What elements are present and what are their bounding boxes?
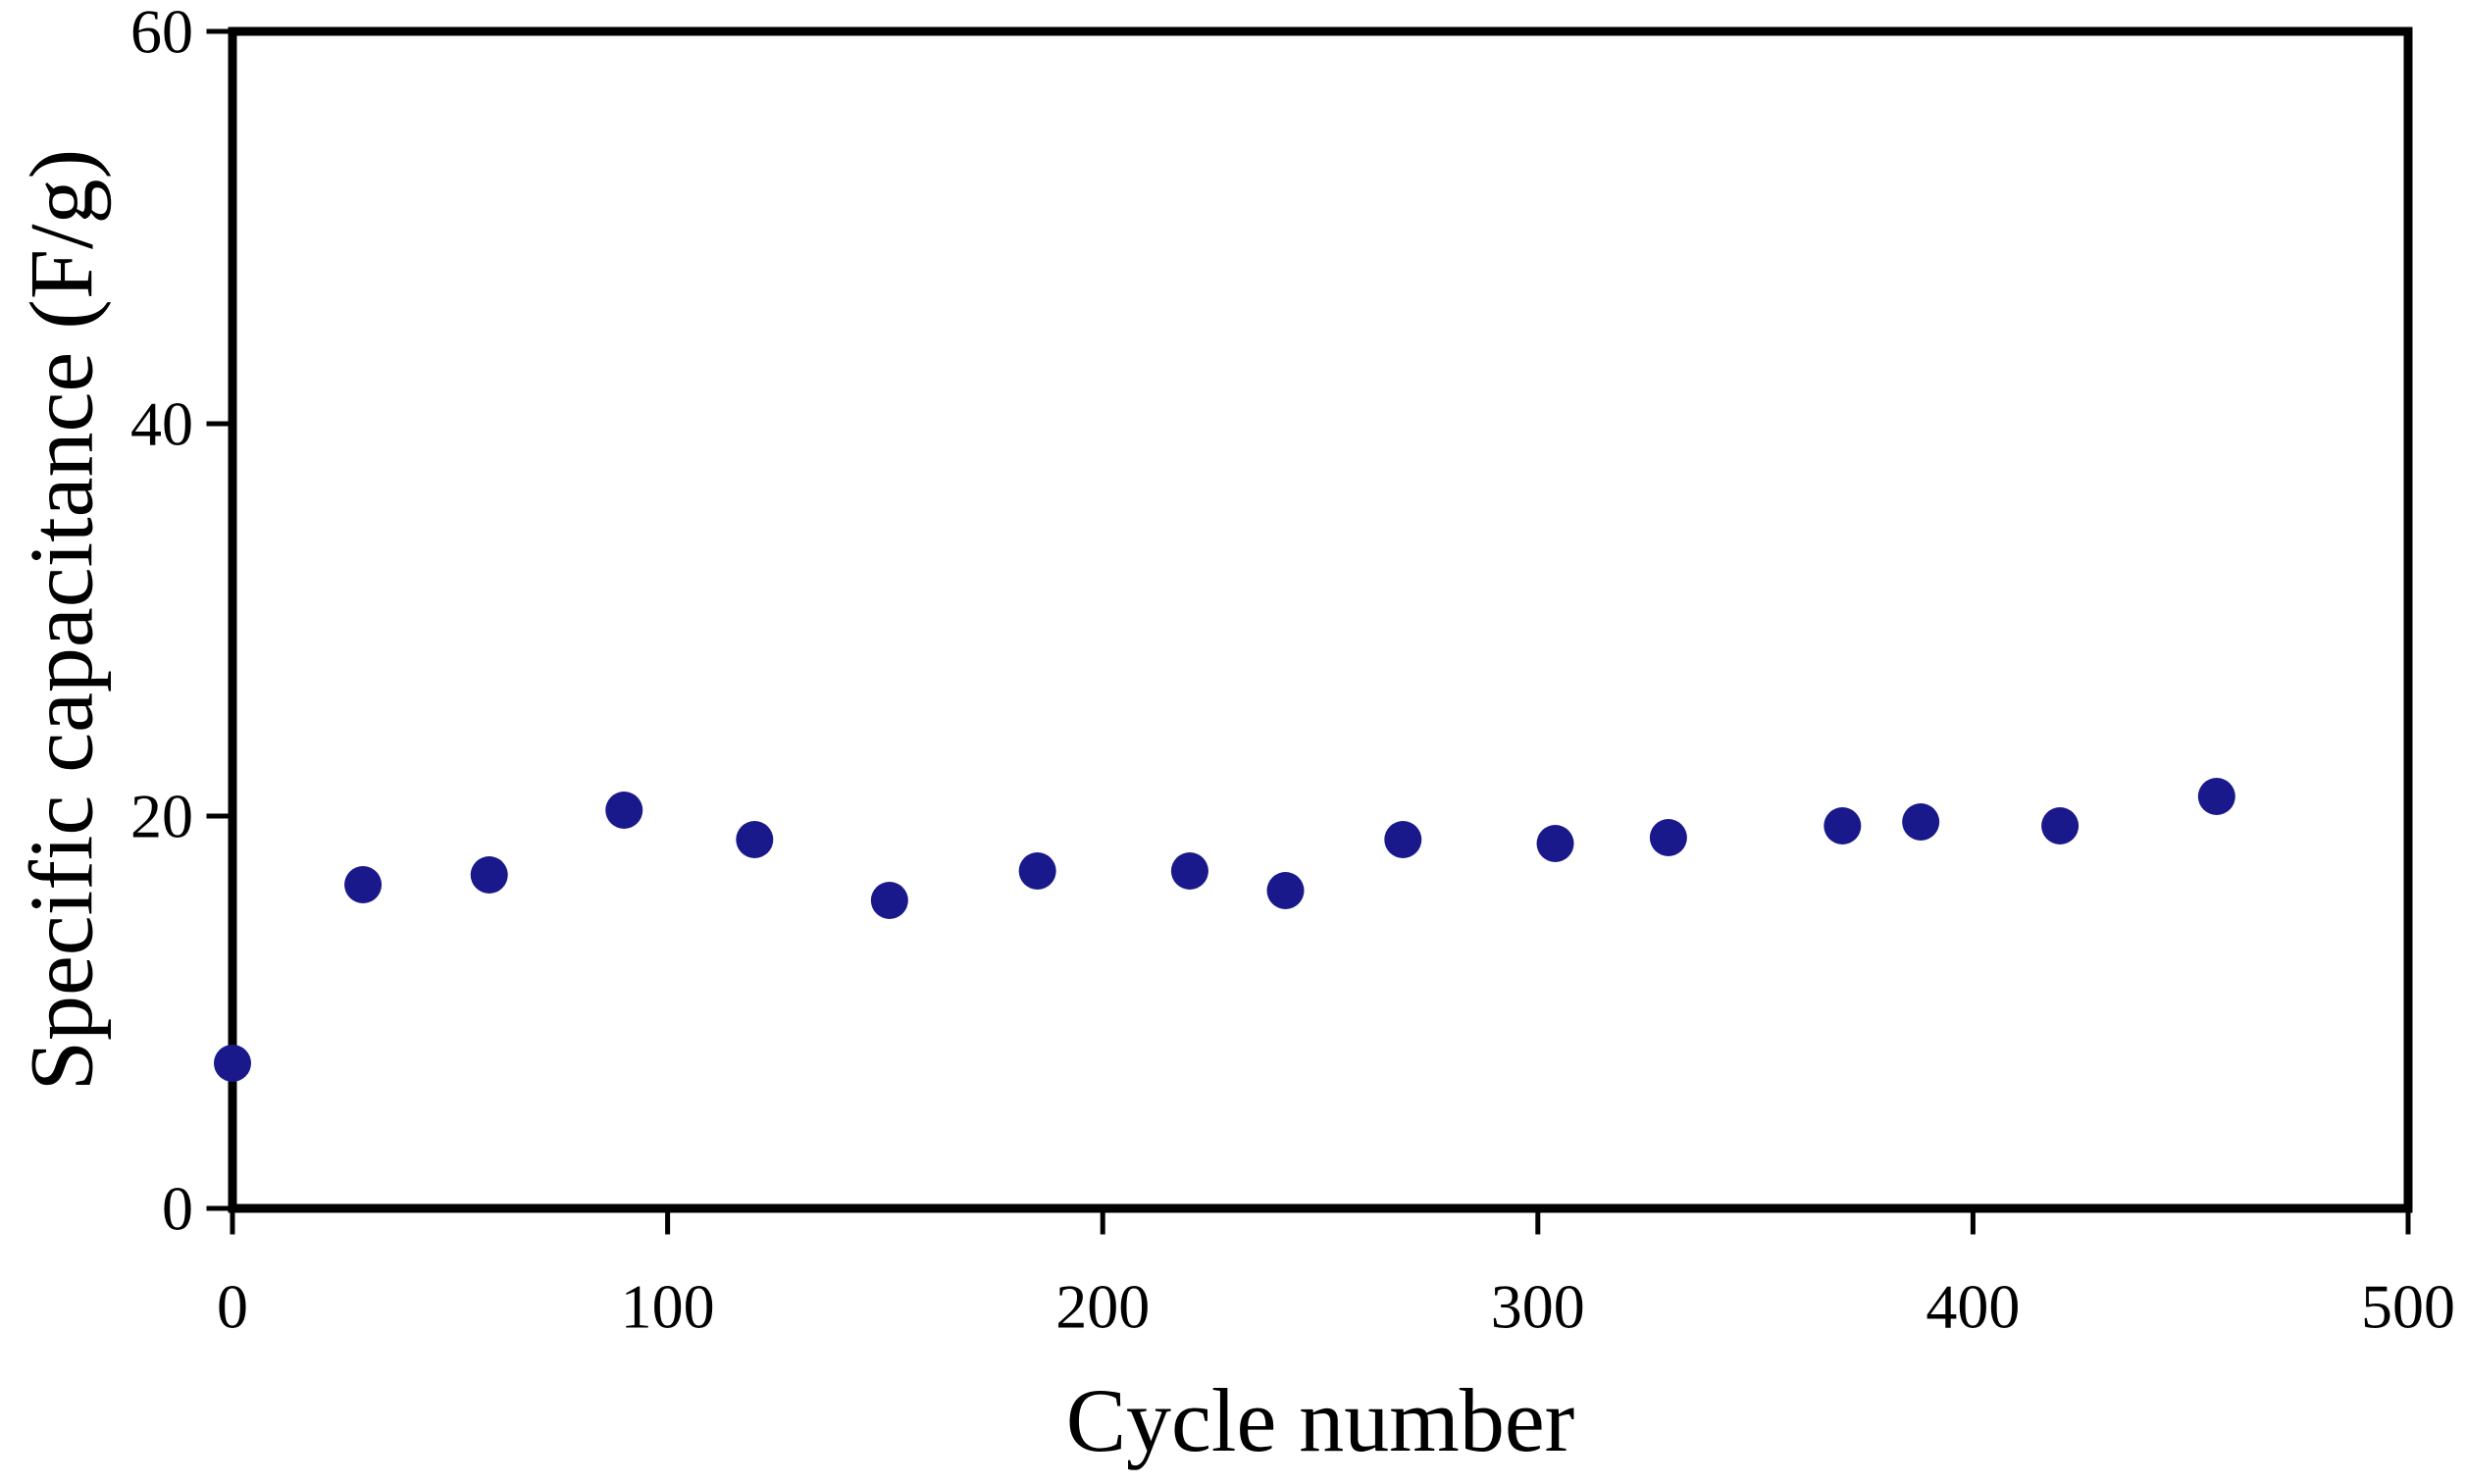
y-tick-label: 0: [162, 1174, 193, 1244]
data-point: [736, 821, 774, 858]
data-point: [1902, 803, 1940, 841]
data-point: [1823, 807, 1862, 844]
data-point: [1266, 872, 1305, 909]
data-point: [2041, 807, 2080, 844]
x-tick-label: 300: [1491, 1272, 1585, 1342]
data-point: [1384, 821, 1422, 858]
data-point: [605, 792, 643, 829]
y-tick-label: 60: [130, 0, 193, 67]
data-point: [1649, 819, 1687, 856]
x-tick-label: 200: [1055, 1272, 1150, 1342]
x-tick-label: 500: [2361, 1272, 2455, 1342]
data-point: [870, 882, 908, 919]
data-point: [470, 856, 508, 894]
data-point: [1170, 852, 1208, 890]
data-point: [1018, 852, 1056, 890]
x-axis-title: Cycle number: [1065, 1370, 1575, 1470]
data-point: [2197, 778, 2235, 815]
y-axis-title: Specific capacitance (F/g): [11, 148, 112, 1092]
x-tick-label: 400: [1926, 1272, 2020, 1342]
data-point: [214, 1045, 251, 1082]
axis-box: [228, 26, 2413, 1213]
x-tick-label: 100: [621, 1272, 715, 1342]
y-tick-label: 40: [130, 389, 193, 459]
x-tick-label: 0: [217, 1272, 248, 1342]
y-tick-label: 20: [130, 782, 193, 851]
data-point: [1536, 825, 1574, 862]
data-point: [344, 866, 383, 903]
